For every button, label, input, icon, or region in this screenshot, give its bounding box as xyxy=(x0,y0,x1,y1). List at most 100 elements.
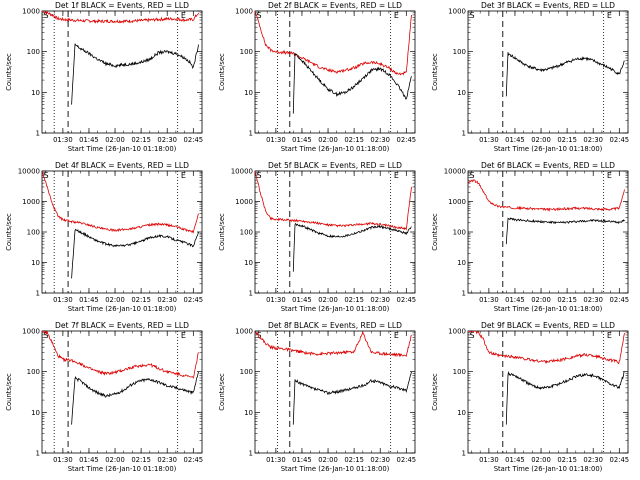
start-marker: S xyxy=(470,171,475,180)
y-tick-label: 1000 xyxy=(448,328,466,336)
x-tick-label: 01:30 xyxy=(479,296,499,304)
y-tick-label: 1000 xyxy=(235,198,253,206)
x-tick-label: 01:30 xyxy=(479,456,499,464)
events-series-line xyxy=(292,52,412,114)
y-tick-label: 10 xyxy=(457,409,466,417)
chart-title: Det 5f BLACK = Events, RED = LLD xyxy=(268,161,402,170)
detector-chart-8: Det 8f BLACK = Events, RED = LLD 1 10 100 10… xyxy=(218,321,417,473)
y-tick-label: 100 xyxy=(27,368,40,376)
y-axis-label: Counts/sec xyxy=(431,213,439,251)
x-tick-label: 02:45 xyxy=(397,456,417,464)
y-axis-label: Counts/sec xyxy=(5,373,13,411)
x-tick-label: 02:30 xyxy=(370,296,390,304)
x-tick-label: 02:15 xyxy=(344,296,364,304)
end-marker: E xyxy=(181,171,186,180)
start-marker: S xyxy=(44,171,49,180)
events-series-line xyxy=(292,371,412,425)
x-tick-label: 02:15 xyxy=(557,136,577,144)
x-tick-label: 01:45 xyxy=(79,456,99,464)
x-tick-label: 01:30 xyxy=(266,136,286,144)
y-tick-label: 100 xyxy=(240,368,253,376)
events-series-line xyxy=(71,228,199,279)
lld-series-line xyxy=(255,11,412,76)
y-tick-label: 100 xyxy=(453,368,466,376)
y-tick-label: 1000 xyxy=(22,8,40,16)
y-tick-label: 10 xyxy=(457,89,466,97)
detector-chart-9: Det 9f BLACK = Events, RED = LLD 1 10 100 10… xyxy=(431,321,629,473)
start-marker: S xyxy=(470,331,475,340)
x-tick-label: 02:00 xyxy=(531,136,551,144)
x-axis-label: Start Time (26-Jan-10 01:18:00) xyxy=(494,305,603,313)
y-tick-label: 100 xyxy=(240,229,253,237)
x-tick-label: 01:45 xyxy=(79,136,99,144)
plot-frame xyxy=(41,10,203,134)
x-tick-label: 02:45 xyxy=(184,136,204,144)
y-axis-label: Counts/sec xyxy=(431,373,439,411)
y-tick-label: 10000 xyxy=(18,168,40,176)
end-marker: E xyxy=(181,11,186,20)
y-tick-label: 100 xyxy=(453,48,466,56)
x-axis-label: Start Time (26-Jan-10 01:18:00) xyxy=(281,305,390,313)
end-marker: E xyxy=(394,331,399,340)
y-tick-label: 10000 xyxy=(231,168,253,176)
y-tick-label: 1000 xyxy=(22,198,40,206)
events-series-line xyxy=(292,222,412,272)
start-marker: S xyxy=(470,11,475,20)
chart-title: Det 6f BLACK = Events, RED = LLD xyxy=(481,161,615,170)
x-tick-label: 01:45 xyxy=(292,296,312,304)
y-tick-label: 1 xyxy=(462,290,466,298)
y-tick-label: 100 xyxy=(240,48,253,56)
plot-frame xyxy=(41,330,203,454)
x-tick-label: 02:15 xyxy=(131,296,151,304)
chart-title: Det 7f BLACK = Events, RED = LLD xyxy=(55,321,189,330)
y-tick-label: 1000 xyxy=(22,328,40,336)
x-tick-label: 02:15 xyxy=(131,456,151,464)
y-tick-label: 1 xyxy=(462,450,466,458)
y-axis-label: Counts/sec xyxy=(218,213,226,251)
x-tick-label: 02:45 xyxy=(397,136,417,144)
start-marker: S xyxy=(257,331,262,340)
start-marker: S xyxy=(44,331,49,340)
x-tick-label: 02:30 xyxy=(370,456,390,464)
plot-frame xyxy=(254,10,416,134)
x-tick-label: 02:45 xyxy=(610,296,630,304)
end-marker: E xyxy=(607,11,612,20)
x-tick-label: 02:30 xyxy=(583,296,603,304)
y-axis-label: Counts/sec xyxy=(218,53,226,91)
events-series-line xyxy=(505,52,625,97)
chart-title: Det 3f BLACK = Events, RED = LLD xyxy=(481,1,615,10)
end-marker: E xyxy=(394,171,399,180)
x-tick-label: 02:45 xyxy=(397,296,417,304)
x-tick-label: 02:00 xyxy=(318,456,338,464)
start-marker: S xyxy=(44,11,49,20)
y-tick-label: 1 xyxy=(249,450,253,458)
y-axis-label: Counts/sec xyxy=(5,53,13,91)
x-tick-label: 02:00 xyxy=(318,136,338,144)
x-tick-label: 01:45 xyxy=(292,456,312,464)
plot-frame xyxy=(467,10,629,134)
x-tick-label: 01:30 xyxy=(53,296,73,304)
y-tick-label: 1 xyxy=(36,450,40,458)
x-tick-label: 01:30 xyxy=(479,136,499,144)
end-marker: E xyxy=(607,331,612,340)
detector-chart-1: Det 1f BLACK = Events, RED = LLD 1 10 100 10… xyxy=(5,1,204,153)
x-tick-label: 01:30 xyxy=(266,456,286,464)
chart-title: Det 1f BLACK = Events, RED = LLD xyxy=(55,1,189,10)
start-marker: S xyxy=(257,11,262,20)
lld-series-line xyxy=(42,11,199,24)
x-tick-label: 01:45 xyxy=(505,136,525,144)
x-tick-label: 02:45 xyxy=(184,296,204,304)
x-tick-label: 02:00 xyxy=(105,456,125,464)
y-tick-label: 10000 xyxy=(444,168,466,176)
detector-chart-7: Det 7f BLACK = Events, RED = LLD 1 10 100 10… xyxy=(5,321,203,473)
x-tick-label: 02:30 xyxy=(157,136,177,144)
x-tick-label: 02:30 xyxy=(157,296,177,304)
chart-title: Det 4f BLACK = Events, RED = LLD xyxy=(55,161,189,170)
y-tick-label: 10 xyxy=(31,89,40,97)
lld-series-line xyxy=(468,179,625,212)
x-tick-label: 02:15 xyxy=(557,296,577,304)
events-series-line xyxy=(505,370,625,425)
x-tick-label: 01:30 xyxy=(53,456,73,464)
x-tick-label: 02:30 xyxy=(370,136,390,144)
detector-chart-3: Det 3f BLACK = Events, RED = LLD 1 10 100 10… xyxy=(431,1,629,153)
